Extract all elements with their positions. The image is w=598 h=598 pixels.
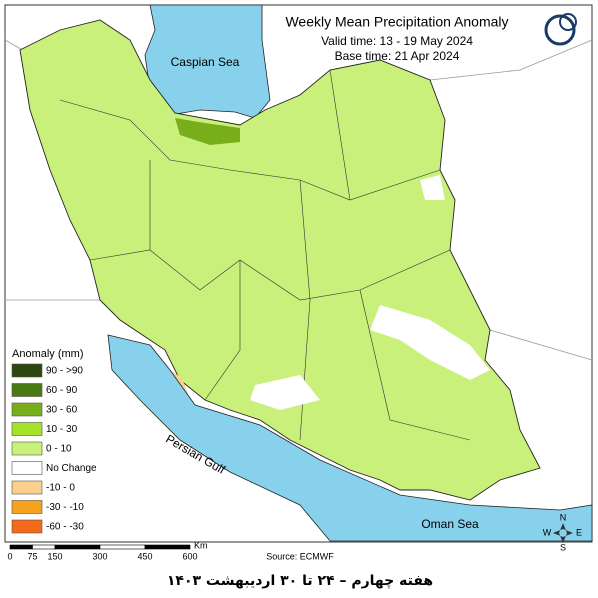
legend-label: -60 - -30 (46, 522, 84, 533)
legend-label: 90 - >90 (46, 366, 83, 377)
scale-label: 300 (92, 551, 107, 561)
legend-label: 30 - 60 (46, 405, 78, 416)
sea-label: Caspian Sea (171, 55, 240, 69)
compass-label: W (543, 527, 552, 537)
base-time: Base time: 21 Apr 2024 (335, 49, 460, 63)
legend-swatch (11, 383, 43, 397)
legend-label: -30 - -10 (46, 502, 84, 513)
legend-swatch (11, 422, 43, 436)
no-change-area (250, 175, 490, 410)
scale-label: 75 (27, 551, 37, 561)
compass-label: S (560, 542, 566, 552)
scale-label: 600 (182, 551, 197, 561)
scale-segment (54, 544, 101, 550)
caption: هفته چهارم – ۲۴ تا ۳۰ اردیبهشت ۱۴۰۳ (167, 573, 433, 589)
source: Source: ECMWF (266, 551, 334, 561)
scale-label: 0 (7, 551, 12, 561)
legend-swatch (11, 441, 43, 456)
compass-label: N (560, 512, 567, 522)
legend-swatch (11, 500, 43, 514)
legend-label: No Change (46, 463, 97, 474)
scale-label: 450 (137, 551, 152, 561)
logo (544, 13, 577, 46)
legend-swatch (11, 461, 43, 475)
legend-label: 10 - 30 (46, 424, 78, 435)
anomaly-patch (175, 118, 240, 145)
scale-segment (144, 544, 191, 550)
title: Weekly Mean Precipitation Anomaly (285, 14, 508, 30)
gulf-sea (107, 334, 593, 542)
legend: Anomaly (mm) 90 - >90 60 - 90 30 - 60 10 - … (8, 345, 108, 540)
legend-swatch (11, 519, 43, 534)
scale-unit: Km (194, 540, 208, 550)
valid-time: Valid time: 13 - 19 May 2024 (321, 34, 473, 48)
scale-segment (9, 544, 33, 550)
legend-swatch (11, 363, 43, 378)
scale-segment (99, 544, 146, 550)
compass: N S E W (543, 512, 582, 552)
sea-label: Oman Sea (421, 517, 479, 531)
legend-label: 60 - 90 (46, 385, 78, 396)
caspian-sea (144, 4, 271, 119)
scale-label: 150 (47, 551, 62, 561)
legend-label: -10 - 0 (46, 483, 75, 494)
scale-segment (32, 544, 56, 550)
province-border (59, 69, 471, 441)
legend-title: Anomaly (mm) (12, 348, 84, 360)
compass-label: E (576, 527, 582, 537)
legend-label: 0 - 10 (46, 444, 72, 455)
legend-swatch (11, 402, 43, 417)
legend-swatch (11, 480, 43, 495)
